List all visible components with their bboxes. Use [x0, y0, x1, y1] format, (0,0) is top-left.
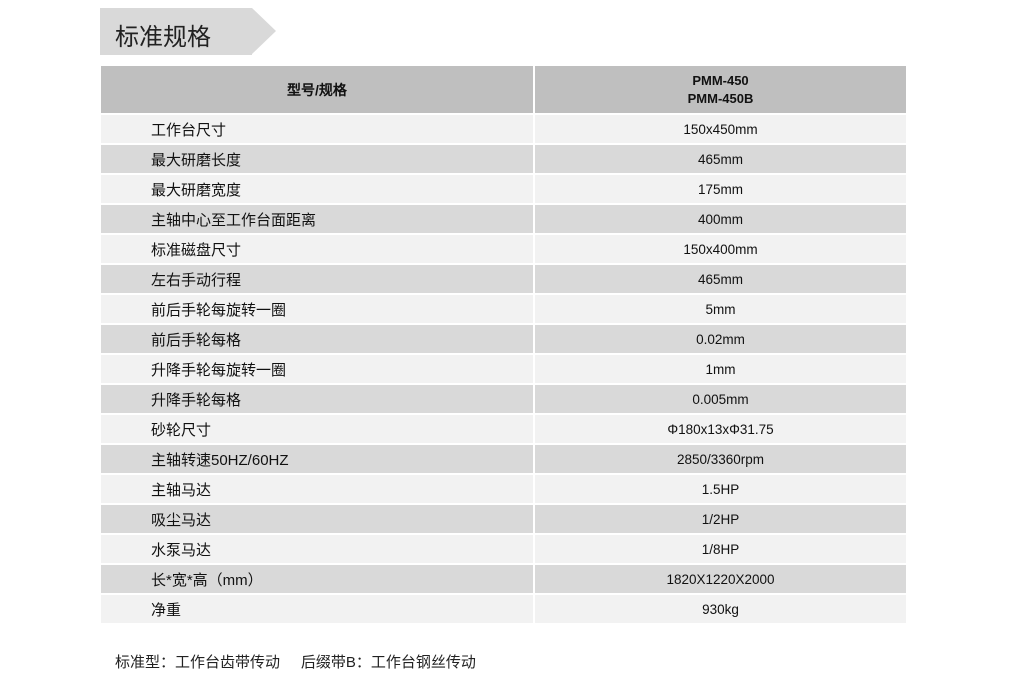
table-header-row: 型号/规格 PMM-450 PMM-450B	[101, 66, 906, 115]
spec-name: 净重	[101, 593, 535, 625]
spec-name: 主轴中心至工作台面距离	[101, 203, 535, 235]
section-title: 标准规格	[115, 24, 211, 51]
spec-name: 升降手轮每格	[101, 383, 535, 415]
table-row: 升降手轮每格 0.005mm	[101, 383, 906, 415]
table-row: 主轴转速50HZ/60HZ 2850/3360rpm	[101, 443, 906, 475]
spec-name: 砂轮尺寸	[101, 413, 535, 445]
spec-name: 工作台尺寸	[101, 113, 535, 145]
spec-name: 最大研磨长度	[101, 143, 535, 175]
spec-value: 175mm	[533, 173, 906, 205]
table-row: 主轴马达 1.5HP	[101, 473, 906, 505]
spec-table: 型号/规格 PMM-450 PMM-450B 工作台尺寸 150x450mm 最大研…	[101, 66, 906, 625]
table-row: 标准磁盘尺寸 150x400mm	[101, 233, 906, 265]
spec-name: 长*宽*高（mm）	[101, 563, 535, 595]
model-name: PMM-450B	[687, 90, 754, 106]
spec-value: 400mm	[533, 203, 906, 235]
spec-value: 150x450mm	[533, 113, 906, 145]
table-row: 长*宽*高（mm） 1820X1220X2000	[101, 563, 906, 595]
table-row: 水泵马达 1/8HP	[101, 533, 906, 565]
spec-value: 2850/3360rpm	[533, 443, 906, 475]
spec-name: 前后手轮每旋转一圈	[101, 293, 535, 325]
spec-name: 前后手轮每格	[101, 323, 535, 355]
spec-value: 1.5HP	[533, 473, 906, 505]
table-row: 主轴中心至工作台面距离 400mm	[101, 203, 906, 235]
spec-name: 标准磁盘尺寸	[101, 233, 535, 265]
spec-name: 最大研磨宽度	[101, 173, 535, 205]
spec-name: 主轴转速50HZ/60HZ	[101, 443, 535, 475]
spec-value: 465mm	[533, 143, 906, 175]
table-row: 净重 930kg	[101, 593, 906, 625]
table-row: 升降手轮每旋转一圈 1mm	[101, 353, 906, 385]
spec-name: 吸尘马达	[101, 503, 535, 535]
model-name: PMM-450	[692, 72, 749, 88]
spec-value: 1/2HP	[533, 503, 906, 535]
spec-value: 0.005mm	[533, 383, 906, 415]
table-row: 吸尘马达 1/2HP	[101, 503, 906, 535]
spec-value: 465mm	[533, 263, 906, 295]
table-row: 最大研磨宽度 175mm	[101, 173, 906, 205]
section-title-banner: 标准规格	[100, 8, 276, 55]
spec-value: 1mm	[533, 353, 906, 385]
table-row: 最大研磨长度 465mm	[101, 143, 906, 175]
footnote: 标准型：工作台齿带传动 后缀带B：工作台钢丝传动	[115, 654, 476, 671]
spec-name: 升降手轮每旋转一圈	[101, 353, 535, 385]
spec-value: 1/8HP	[533, 533, 906, 565]
spec-value: 1820X1220X2000	[533, 563, 906, 595]
table-row: 工作台尺寸 150x450mm	[101, 113, 906, 145]
spec-name: 水泵马达	[101, 533, 535, 565]
spec-value: 150x400mm	[533, 233, 906, 265]
header-spec-label: 型号/规格	[101, 66, 535, 115]
spec-value: 930kg	[533, 593, 906, 625]
spec-name: 主轴马达	[101, 473, 535, 505]
spec-name: 左右手动行程	[101, 263, 535, 295]
table-row: 前后手轮每旋转一圈 5mm	[101, 293, 906, 325]
spec-value: 0.02mm	[533, 323, 906, 355]
table-row: 左右手动行程 465mm	[101, 263, 906, 295]
spec-value: 5mm	[533, 293, 906, 325]
header-models: PMM-450 PMM-450B	[533, 66, 906, 115]
spec-value: Φ180x13xΦ31.75	[533, 413, 906, 445]
table-row: 前后手轮每格 0.02mm	[101, 323, 906, 355]
table-row: 砂轮尺寸 Φ180x13xΦ31.75	[101, 413, 906, 445]
